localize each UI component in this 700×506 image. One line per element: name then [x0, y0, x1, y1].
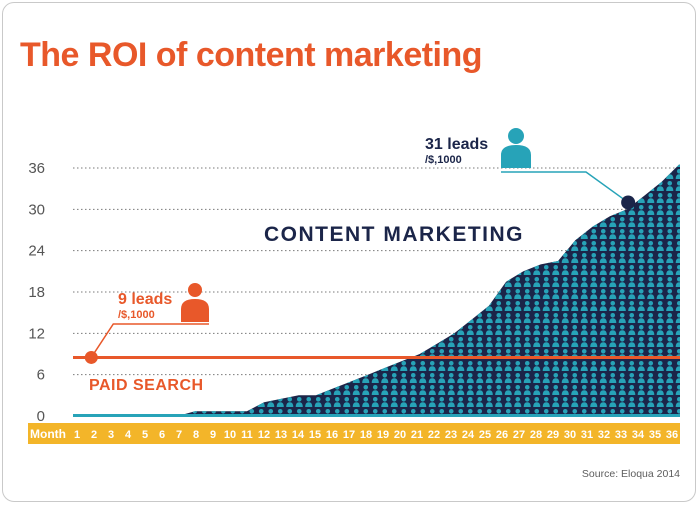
- month-tick-label: 2: [91, 429, 97, 441]
- month-tick-label: 18: [360, 429, 372, 441]
- month-tick-label: 29: [547, 429, 559, 441]
- month-tick-label: 11: [241, 429, 253, 441]
- month-tick-label: 28: [530, 429, 542, 441]
- month-tick-label: 20: [394, 429, 406, 441]
- content-marketing-area: [73, 164, 680, 417]
- month-axis-band: [28, 423, 680, 444]
- month-tick-label: 7: [176, 429, 182, 441]
- month-tick-label: 27: [513, 429, 525, 441]
- month-tick-label: 36: [666, 429, 678, 441]
- paid-search-annotation: 9 leads /$,1000: [84, 283, 209, 364]
- chart-title: The ROI of content marketing: [20, 36, 483, 74]
- month-tick-label: 19: [377, 429, 389, 441]
- content-marketing-marker: [621, 195, 636, 210]
- content-marketing-label: CONTENT MARKETING: [264, 223, 524, 246]
- person-icon: [501, 128, 531, 168]
- month-tick-label: 9: [210, 429, 216, 441]
- y-tick-label: 36: [28, 160, 45, 177]
- month-tick-label: 15: [309, 429, 321, 441]
- person-icon: [181, 283, 209, 322]
- paid-leads-value: 9 leads: [118, 291, 172, 308]
- paid-leads-unit: /$,1000: [118, 309, 155, 321]
- content-baseline: [73, 414, 680, 417]
- month-tick-label: 3: [108, 429, 114, 441]
- month-tick-label: 32: [598, 429, 610, 441]
- month-tick-label: 25: [479, 429, 491, 441]
- month-tick-label: 5: [142, 429, 148, 441]
- month-axis-label: Month: [30, 427, 66, 441]
- content-marketing-annotation: 31 leads /$,1000: [425, 128, 636, 210]
- y-tick-label: 24: [28, 243, 45, 260]
- month-tick-label: 24: [462, 429, 475, 441]
- source-credit: Source: Eloqua 2014: [581, 468, 680, 480]
- month-tick-label: 12: [258, 429, 270, 441]
- paid-search-label: PAID SEARCH: [89, 377, 204, 394]
- month-tick-label: 1: [74, 429, 80, 441]
- month-tick-label: 34: [632, 429, 645, 441]
- y-axis-tick-labels: 0 6 12 18 24 30 36: [28, 160, 45, 425]
- paid-search-leader-line: [90, 323, 209, 358]
- month-tick-labels: 1 2 3 4 5 6 7 8 9 10 11 12 13 14 15 16 17 18 19 20 21 22 23 24 2…: [74, 429, 678, 441]
- y-tick-label: 6: [37, 367, 45, 384]
- y-tick-label: 0: [37, 408, 45, 425]
- month-tick-label: 6: [159, 429, 165, 441]
- month-tick-label: 13: [275, 429, 287, 441]
- month-tick-label: 22: [428, 429, 440, 441]
- month-tick-label: 16: [326, 429, 338, 441]
- content-leader-line: [501, 171, 629, 204]
- month-tick-label: 23: [445, 429, 457, 441]
- month-tick-label: 10: [224, 429, 236, 441]
- y-tick-label: 12: [28, 325, 45, 342]
- month-tick-label: 35: [649, 429, 661, 441]
- y-tick-label: 30: [28, 201, 45, 218]
- content-leads-unit: /$,1000: [425, 154, 462, 166]
- month-tick-label: 31: [581, 429, 593, 441]
- month-tick-label: 26: [496, 429, 508, 441]
- month-tick-label: 8: [193, 429, 199, 441]
- paid-search-marker: [84, 350, 98, 364]
- content-area-people: [73, 164, 680, 416]
- month-tick-label: 17: [343, 429, 355, 441]
- month-tick-label: 21: [411, 429, 423, 441]
- month-tick-label: 33: [615, 429, 627, 441]
- grid-lines: [73, 167, 680, 376]
- y-tick-label: 18: [28, 284, 45, 301]
- month-tick-label: 30: [564, 429, 576, 441]
- month-tick-label: 4: [125, 429, 132, 441]
- month-tick-label: 14: [292, 429, 305, 441]
- content-leads-value: 31 leads: [425, 136, 488, 153]
